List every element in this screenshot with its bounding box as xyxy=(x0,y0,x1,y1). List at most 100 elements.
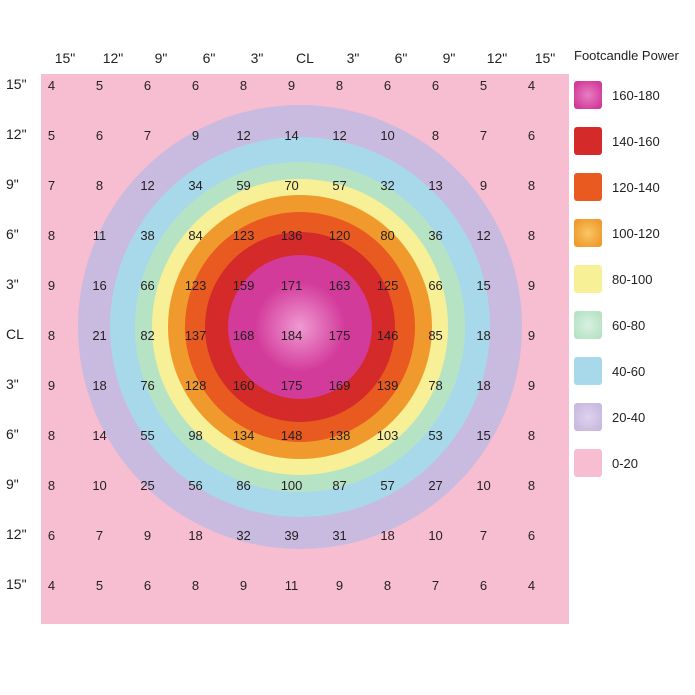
legend: Footcandle Power 160-180140-160120-14010… xyxy=(574,48,679,477)
cell-value: 39 xyxy=(284,528,298,543)
row-label: CL xyxy=(6,326,24,342)
legend-item: 140-160 xyxy=(574,127,679,155)
cell-value: 57 xyxy=(380,478,394,493)
row-label: 9" xyxy=(6,176,19,192)
cell-value: 8 xyxy=(528,428,535,443)
column-label: 12" xyxy=(487,50,508,66)
cell-value: 8 xyxy=(528,178,535,193)
cell-value: 139 xyxy=(377,378,399,393)
cell-value: 5 xyxy=(96,78,103,93)
cell-value: 148 xyxy=(281,428,303,443)
column-label: 3" xyxy=(251,50,264,66)
cell-value: 18 xyxy=(380,528,394,543)
cell-value: 100 xyxy=(281,478,303,493)
cell-value: 55 xyxy=(140,428,154,443)
legend-label: 80-100 xyxy=(612,272,652,287)
cell-value: 15 xyxy=(476,278,490,293)
cell-value: 8 xyxy=(432,128,439,143)
legend-swatch xyxy=(574,173,602,201)
legend-swatch xyxy=(574,265,602,293)
column-label: 12" xyxy=(103,50,124,66)
cell-value: 128 xyxy=(185,378,207,393)
cell-value: 8 xyxy=(240,78,247,93)
cell-value: 6 xyxy=(528,528,535,543)
cell-value: 32 xyxy=(236,528,250,543)
cell-value: 137 xyxy=(185,328,207,343)
cell-value: 57 xyxy=(332,178,346,193)
cell-value: 184 xyxy=(281,328,303,343)
row-label: 6" xyxy=(6,226,19,242)
cell-value: 14 xyxy=(92,428,106,443)
column-label: CL xyxy=(296,50,314,66)
cell-value: 38 xyxy=(140,228,154,243)
cell-value: 9 xyxy=(48,378,55,393)
cell-value: 9 xyxy=(240,578,247,593)
legend-label: 60-80 xyxy=(612,318,645,333)
cell-value: 12 xyxy=(476,228,490,243)
cell-value: 7 xyxy=(480,528,487,543)
cell-value: 123 xyxy=(185,278,207,293)
cell-value: 18 xyxy=(476,378,490,393)
legend-label: 100-120 xyxy=(612,226,660,241)
cell-value: 160 xyxy=(233,378,255,393)
legend-label: 120-140 xyxy=(612,180,660,195)
legend-swatch xyxy=(574,219,602,247)
cell-value: 16 xyxy=(92,278,106,293)
cell-value: 146 xyxy=(377,328,399,343)
cell-value: 120 xyxy=(329,228,351,243)
cell-value: 25 xyxy=(140,478,154,493)
cell-value: 9 xyxy=(528,278,535,293)
legend-title: Footcandle Power xyxy=(574,48,679,63)
cell-value: 56 xyxy=(188,478,202,493)
cell-value: 31 xyxy=(332,528,346,543)
cell-value: 6 xyxy=(528,128,535,143)
cell-value: 66 xyxy=(140,278,154,293)
cell-value: 7 xyxy=(480,128,487,143)
cell-value: 84 xyxy=(188,228,202,243)
legend-swatch xyxy=(574,403,602,431)
cell-value: 4 xyxy=(528,78,535,93)
cell-value: 82 xyxy=(140,328,154,343)
legend-swatch xyxy=(574,127,602,155)
cell-value: 8 xyxy=(48,428,55,443)
cell-value: 7 xyxy=(432,578,439,593)
cell-value: 7 xyxy=(144,128,151,143)
cell-value: 10 xyxy=(428,528,442,543)
cell-value: 6 xyxy=(192,78,199,93)
cell-value: 8 xyxy=(336,78,343,93)
cell-value: 78 xyxy=(428,378,442,393)
cell-value: 168 xyxy=(233,328,255,343)
cell-value: 59 xyxy=(236,178,250,193)
legend-item: 0-20 xyxy=(574,449,679,477)
column-label: 6" xyxy=(395,50,408,66)
cell-value: 136 xyxy=(281,228,303,243)
legend-item: 60-80 xyxy=(574,311,679,339)
cell-value: 8 xyxy=(48,228,55,243)
cell-value: 36 xyxy=(428,228,442,243)
cell-value: 159 xyxy=(233,278,255,293)
cell-value: 6 xyxy=(144,578,151,593)
legend-item: 120-140 xyxy=(574,173,679,201)
cell-value: 53 xyxy=(428,428,442,443)
cell-value: 85 xyxy=(428,328,442,343)
cell-value: 8 xyxy=(528,478,535,493)
cell-value: 12 xyxy=(140,178,154,193)
legend-item: 80-100 xyxy=(574,265,679,293)
column-label: 9" xyxy=(155,50,168,66)
cell-value: 175 xyxy=(281,378,303,393)
cell-value: 5 xyxy=(96,578,103,593)
cell-value: 9 xyxy=(48,278,55,293)
row-label: 9" xyxy=(6,476,19,492)
footcandle-contour-chart: 15"12"9"6"3"CL3"6"9"12"15"15"12"9"6"3"CL… xyxy=(0,0,695,695)
cell-value: 175 xyxy=(329,328,351,343)
cell-value: 12 xyxy=(332,128,346,143)
cell-value: 8 xyxy=(192,578,199,593)
cell-value: 6 xyxy=(96,128,103,143)
row-label: 3" xyxy=(6,276,19,292)
cell-value: 18 xyxy=(92,378,106,393)
legend-label: 20-40 xyxy=(612,410,645,425)
cell-value: 163 xyxy=(329,278,351,293)
cell-value: 9 xyxy=(480,178,487,193)
row-label: 6" xyxy=(6,426,19,442)
cell-value: 7 xyxy=(96,528,103,543)
